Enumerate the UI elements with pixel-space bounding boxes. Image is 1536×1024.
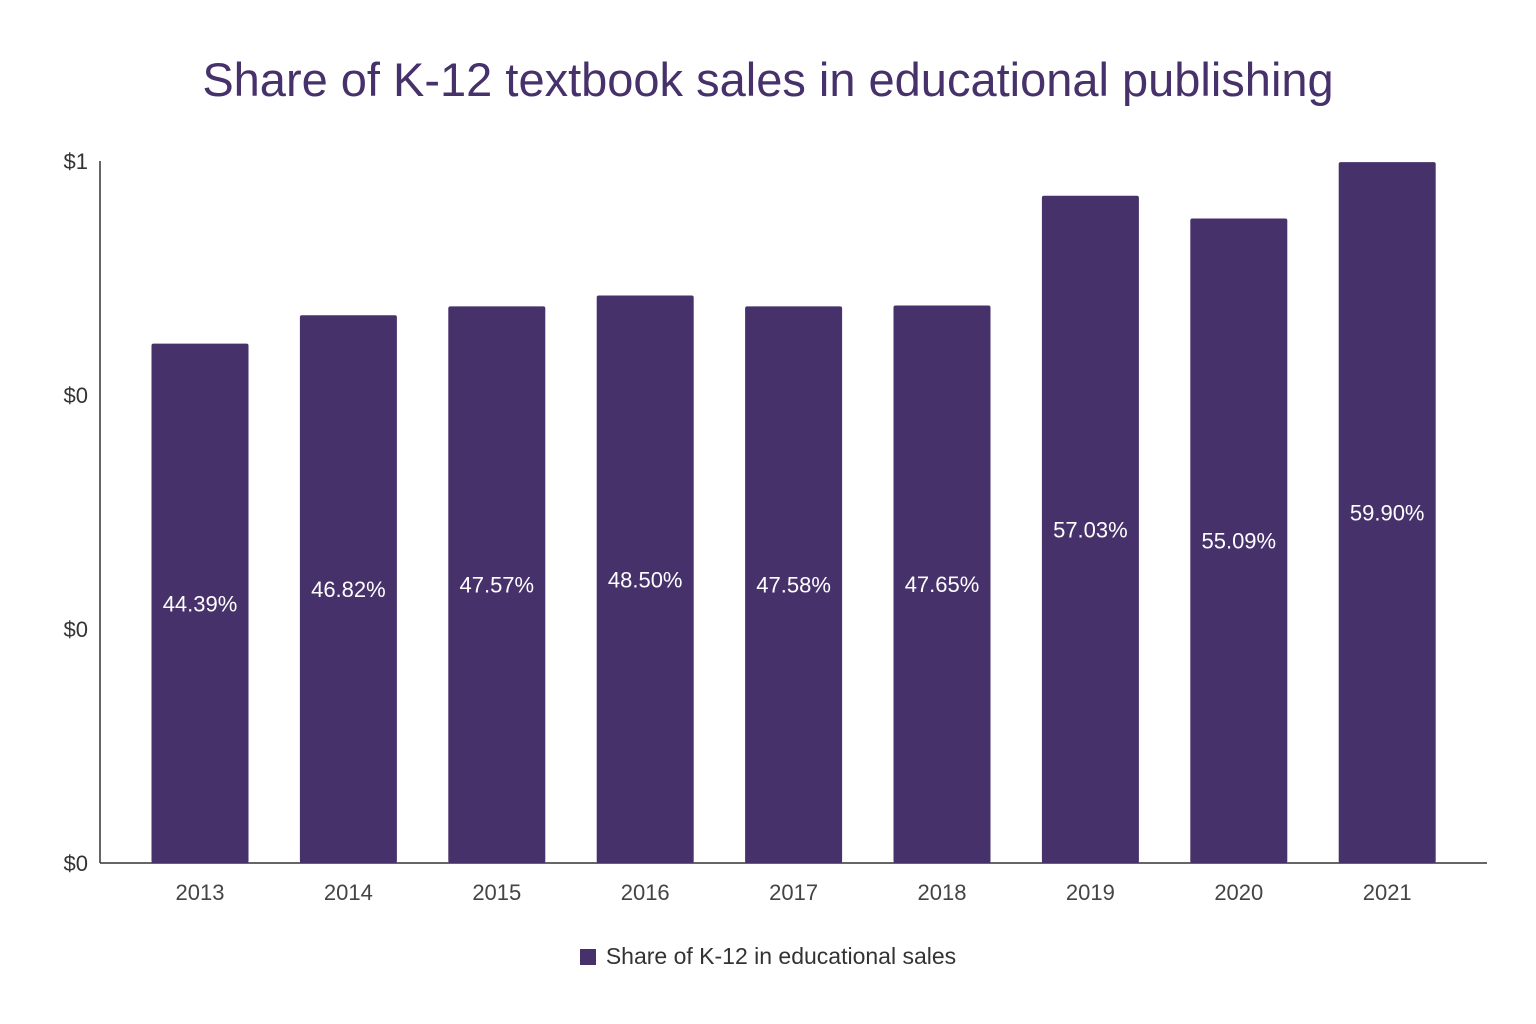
y-tick-label: $0 [64,383,88,408]
legend-label: Share of K-12 in educational sales [605,943,957,969]
bar [1190,218,1288,863]
x-tick-label: 2021 [1363,880,1412,905]
data-label: 47.65% [905,572,980,597]
data-label: 46.82% [311,577,386,602]
y-tick-label: $0 [64,851,88,876]
data-label: 47.58% [756,573,831,598]
data-label: 55.09% [1201,529,1276,554]
x-tick-label: 2017 [769,880,818,905]
data-label: 48.50% [608,567,683,592]
bar [745,306,843,864]
data-label: 57.03% [1053,517,1128,542]
data-label: 59.90% [1350,501,1425,526]
x-tick-label: 2016 [621,880,670,905]
legend-swatch [579,949,596,965]
y-tick-label: $1 [64,149,88,174]
y-tick-label: $0 [64,617,88,642]
bar [1041,195,1139,863]
data-label: 44.39% [163,591,238,616]
bar [448,306,546,863]
bar [299,315,397,863]
bar [1338,162,1436,864]
x-tick-label: 2018 [918,880,967,905]
x-tick-label: 2020 [1214,880,1263,905]
x-tick-label: 2014 [324,880,373,905]
x-tick-label: 2013 [176,880,225,905]
chart-title: Share of K-12 textbook sales in educatio… [202,53,1334,106]
bar [893,305,991,863]
x-tick-label: 2019 [1066,880,1115,905]
data-label: 47.57% [459,573,534,598]
bar [596,295,694,863]
legend: Share of K-12 in educational sales [0,943,1536,970]
bar [151,343,249,864]
x-tick-label: 2015 [472,880,521,905]
